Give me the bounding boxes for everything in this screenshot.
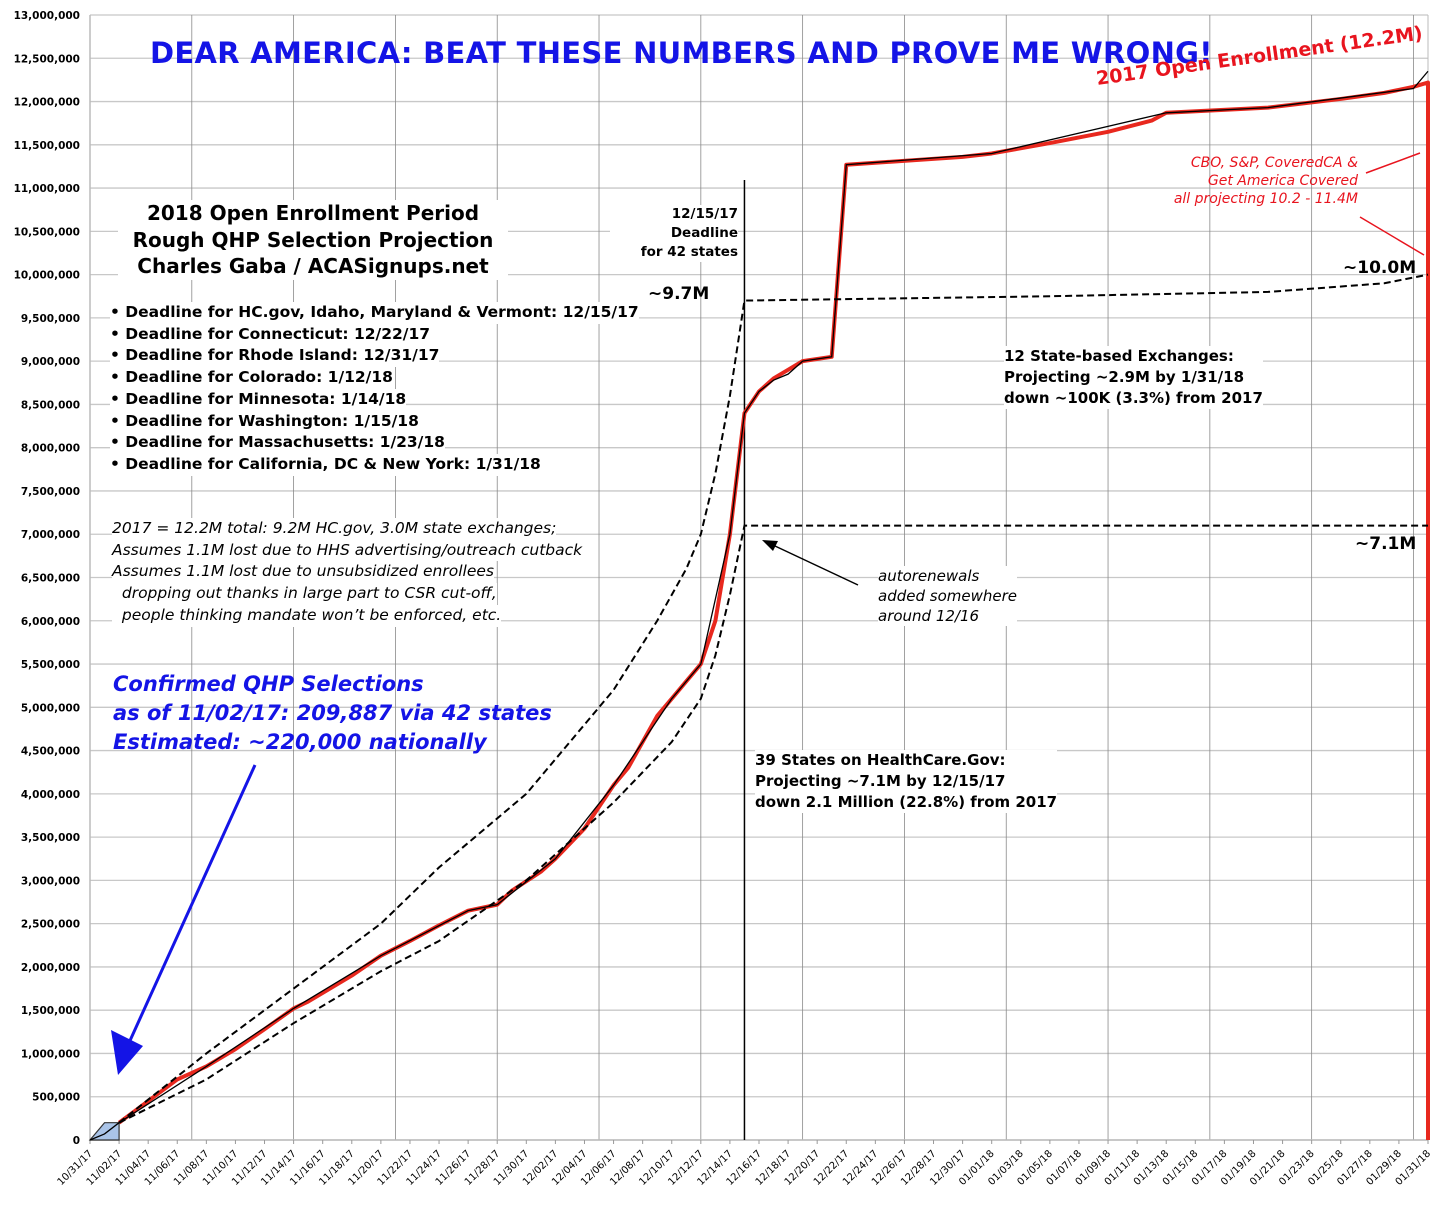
red-pointer-line bbox=[1359, 216, 1425, 256]
deadline-list: • Deadline for HC.gov, Idaho, Maryland &… bbox=[110, 302, 639, 476]
y-tick-label: 2,500,000 bbox=[21, 919, 80, 931]
confirmed-line: as of 11/02/17: 209,887 via 42 states bbox=[113, 701, 552, 725]
note-line: Assumes 1.1M lost due to HHS advertising… bbox=[112, 539, 583, 562]
y-tick-label: 4,500,000 bbox=[21, 746, 80, 758]
y-tick-label: 9,500,000 bbox=[21, 313, 80, 325]
deadline-line: Deadline bbox=[670, 225, 738, 241]
sbe-line: Projecting ~2.9M by 1/31/18 bbox=[1004, 368, 1245, 386]
deadline-item: • Deadline for Massachusetts: 1/23/18 bbox=[110, 432, 445, 454]
deadline-item: • Deadline for Connecticut: 12/22/17 bbox=[110, 323, 431, 346]
y-tick-label: 10,500,000 bbox=[14, 226, 80, 238]
note-line: dropping out thanks in large part to CSR… bbox=[112, 583, 497, 605]
deadline-item: • Deadline for Washington: 1/15/18 bbox=[110, 410, 419, 433]
confirmed-line: Confirmed QHP Selections bbox=[113, 672, 424, 696]
black-arrowhead bbox=[762, 540, 778, 551]
black-arrow-shaft bbox=[774, 545, 859, 586]
deadline-item: • Deadline for Rhode Island: 12/31/17 bbox=[110, 345, 440, 368]
y-tick-label: 10,000,000 bbox=[14, 270, 80, 282]
series-upper-projection bbox=[118, 273, 1429, 1124]
healthcare-gov-note: 39 States on HealthCare.Gov: Projecting … bbox=[755, 750, 1058, 813]
y-tick-label: 500,000 bbox=[32, 1092, 80, 1104]
projection-line: CBO, S&P, CoveredCA & bbox=[1190, 155, 1358, 171]
y-tick-label: 8,500,000 bbox=[21, 399, 80, 411]
title-line: Rough QHP Selection Projection bbox=[132, 227, 494, 252]
projection-line: all projecting 10.2 - 11.4M bbox=[1173, 191, 1358, 207]
note-line: 2017 = 12.2M total: 9.2M HC.gov, 3.0M st… bbox=[112, 518, 557, 540]
sbe-line: down ~100K (3.3%) from 2017 bbox=[1004, 389, 1263, 407]
title-line: 2018 Open Enrollment Period bbox=[146, 201, 480, 225]
y-tick-label: 11,000,000 bbox=[14, 183, 80, 195]
deadline-line: for 42 states bbox=[640, 244, 738, 260]
autorenew-line: autorenewals bbox=[878, 567, 980, 585]
assumption-notes: 2017 = 12.2M total: 9.2M HC.gov, 3.0M st… bbox=[112, 518, 583, 627]
y-tick-label: 5,500,000 bbox=[21, 659, 80, 671]
y-tick-label: 8,000,000 bbox=[21, 443, 80, 455]
upper-projection-label: ~9.7M bbox=[648, 284, 710, 304]
note-line: people thinking mandate won’t be enforce… bbox=[112, 604, 502, 627]
y-tick-label: 1,500,000 bbox=[21, 1005, 80, 1017]
other-projections-note: CBO, S&P, CoveredCA & Get America Covere… bbox=[1150, 154, 1358, 208]
blue-arrow-shaft bbox=[126, 764, 257, 1046]
note-line: Assumes 1.1M lost due to unsubsidized en… bbox=[112, 561, 494, 584]
hcgov-line: down 2.1 Million (22.8%) from 2017 bbox=[755, 793, 1058, 811]
y-tick-label: 2,000,000 bbox=[21, 962, 80, 974]
headline: DEAR AMERICA: BEAT THESE NUMBERS AND PRO… bbox=[150, 36, 1213, 70]
autorenewals-note: autorenewals added somewhere around 12/1… bbox=[878, 566, 1017, 626]
deadline-line: 12/15/17 bbox=[671, 206, 738, 222]
title-line: Charles Gaba / ACASignups.net bbox=[137, 254, 489, 279]
deadline-item: • Deadline for Colorado: 1/12/18 bbox=[110, 367, 393, 389]
final-upper-label: ~10.0M bbox=[1343, 258, 1417, 278]
y-tick-label: 11,500,000 bbox=[14, 140, 80, 152]
deadline-item: • Deadline for HC.gov, Idaho, Maryland &… bbox=[110, 302, 639, 324]
deadline-item: • Deadline for California, DC & New York… bbox=[110, 453, 541, 476]
y-tick-label: 0 bbox=[73, 1135, 80, 1147]
autorenew-line: around 12/16 bbox=[878, 607, 980, 625]
y-tick-label: 4,000,000 bbox=[21, 789, 80, 801]
y-tick-label: 12,000,000 bbox=[14, 97, 80, 109]
hcgov-line: 39 States on HealthCare.Gov: bbox=[755, 751, 1006, 769]
deadline-1215-label: 12/15/17 Deadline for 42 states bbox=[610, 205, 738, 262]
y-tick-label: 7,500,000 bbox=[21, 486, 80, 498]
state-exchanges-note: 12 State-based Exchanges: Projecting ~2.… bbox=[1004, 346, 1263, 409]
autorenew-line: added somewhere bbox=[878, 587, 1017, 605]
y-tick-label: 13,000,000 bbox=[14, 10, 80, 22]
chart-title: 2018 Open Enrollment Period Rough QHP Se… bbox=[118, 200, 508, 280]
y-tick-label: 9,000,000 bbox=[21, 356, 80, 368]
y-tick-label: 6,000,000 bbox=[21, 616, 80, 628]
blue-arrowhead bbox=[111, 1030, 143, 1075]
sbe-line: 12 State-based Exchanges: bbox=[1004, 347, 1234, 365]
confirmed-selections-note: Confirmed QHP Selections as of 11/02/17:… bbox=[113, 670, 552, 757]
projection-line: Get America Covered bbox=[1207, 173, 1358, 189]
y-tick-label: 7,000,000 bbox=[21, 529, 80, 541]
y-tick-label: 5,000,000 bbox=[21, 702, 80, 714]
y-tick-label: 12,500,000 bbox=[14, 53, 80, 65]
y-tick-label: 3,000,000 bbox=[21, 875, 80, 887]
y-tick-label: 6,500,000 bbox=[21, 573, 80, 585]
red-pointer-line bbox=[1365, 152, 1421, 174]
confirmed-line: Estimated: ~220,000 nationally bbox=[113, 730, 487, 754]
hcgov-line: Projecting ~7.1M by 12/15/17 bbox=[755, 772, 1006, 790]
y-tick-label: 1,000,000 bbox=[21, 1048, 80, 1060]
lower-projection-label: ~7.1M bbox=[1355, 534, 1417, 554]
y-tick-label: 3,500,000 bbox=[21, 832, 80, 844]
deadline-item: • Deadline for Minnesota: 1/14/18 bbox=[110, 388, 407, 411]
